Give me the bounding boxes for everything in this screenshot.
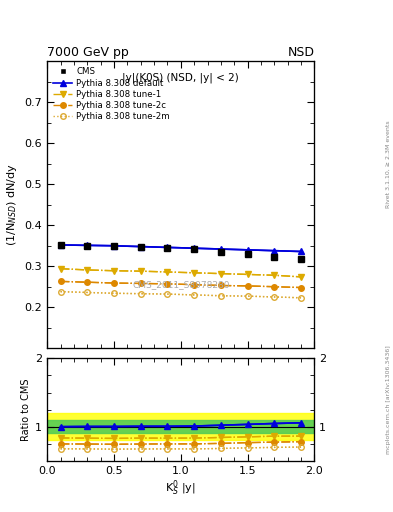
Text: mcplots.cern.ch [arXiv:1306.3436]: mcplots.cern.ch [arXiv:1306.3436] <box>386 345 391 454</box>
Text: NSD: NSD <box>287 46 314 59</box>
Text: Rivet 3.1.10, ≥ 2.3M events: Rivet 3.1.10, ≥ 2.3M events <box>386 120 391 208</box>
X-axis label: K$^{0}_{S}$ |y|: K$^{0}_{S}$ |y| <box>165 478 196 498</box>
Text: 7000 GeV pp: 7000 GeV pp <box>47 46 129 59</box>
Bar <box>47 413 314 440</box>
Y-axis label: (1/N$_{NSD}$) dN/dy: (1/N$_{NSD}$) dN/dy <box>5 163 19 246</box>
Text: CMS_2011_S8978280: CMS_2011_S8978280 <box>132 281 230 290</box>
Bar <box>47 420 314 434</box>
Text: |y|(K0S) (NSD, |y| < 2): |y|(K0S) (NSD, |y| < 2) <box>122 73 239 83</box>
Y-axis label: Ratio to CMS: Ratio to CMS <box>21 378 31 441</box>
Legend: CMS, Pythia 8.308 default, Pythia 8.308 tune-1, Pythia 8.308 tune-2c, Pythia 8.3: CMS, Pythia 8.308 default, Pythia 8.308 … <box>51 66 172 123</box>
